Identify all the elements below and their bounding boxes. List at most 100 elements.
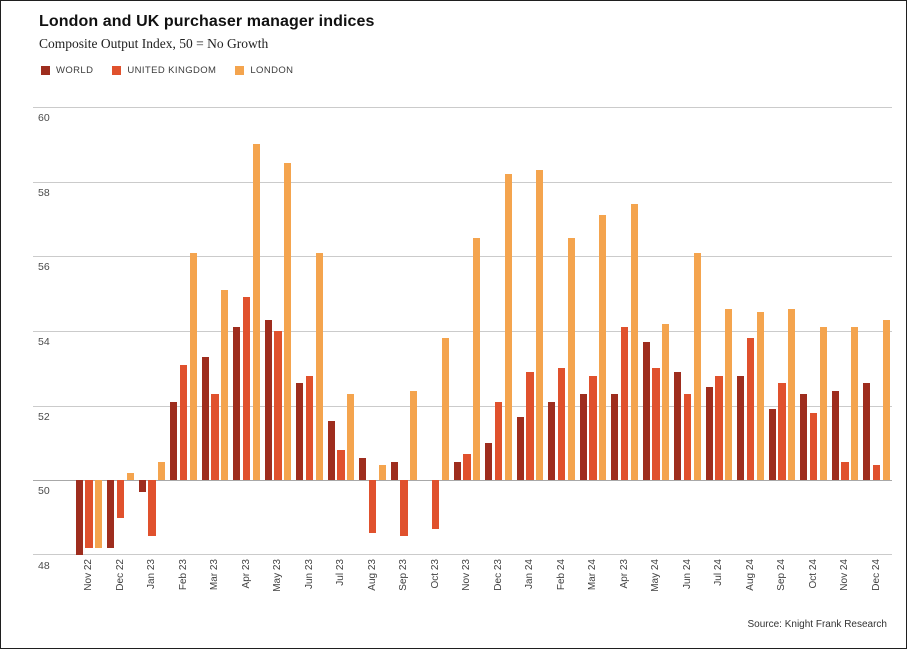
gridline-y50 (33, 480, 892, 482)
bar-united-kingdom-dec24 (872, 465, 881, 481)
bar-world-dec23 (485, 443, 493, 481)
bar-london-jan23 (158, 461, 166, 481)
x-axis-tick-label: Jun 23 (303, 559, 315, 590)
bar-world-dec24 (863, 383, 871, 481)
bar-united-kingdom-jan23 (148, 480, 156, 537)
bar-london-apr23 (630, 204, 638, 481)
legend-swatch-icon (112, 66, 122, 75)
bar-united-kingdom-oct23 (431, 480, 440, 529)
bar-world-jan23 (138, 480, 146, 492)
y-axis-tick-label: 58 (38, 186, 50, 199)
bar-united-kingdom-apr23 (242, 297, 251, 481)
bar-london-nov24 (851, 327, 859, 481)
bar-world-sep24 (768, 409, 776, 481)
bar-london-oct23 (441, 338, 449, 481)
bar-london-feb24 (567, 237, 575, 481)
x-axis-tick-label: Jan 23 (146, 559, 157, 590)
bar-united-kingdom-mar23 (211, 394, 219, 481)
legend-swatch-icon (41, 66, 50, 75)
source-note: Source: Knight Frank Research (747, 619, 887, 630)
bar-united-kingdom-may24 (652, 368, 660, 481)
x-axis-tick-label: Nov 24 (839, 559, 850, 591)
bar-world-feb24 (548, 401, 556, 481)
legend-label: UNITED KINGDOM (127, 65, 217, 76)
y-axis-tick-label: 50 (38, 485, 50, 498)
x-axis-tick-label: Apr 23 (618, 559, 630, 589)
x-axis-tick-label: Nov 23 (461, 559, 472, 591)
x-axis-tick-label: Feb 24 (555, 559, 567, 591)
bar-united-kingdom-nov23 (463, 454, 471, 481)
x-axis-tick-label: Jan 24 (524, 559, 535, 590)
bar-united-kingdom-jan24 (526, 372, 534, 481)
bar-united-kingdom-sep24 (778, 383, 786, 481)
bar-united-kingdom-feb24 (557, 368, 566, 481)
bar-london-oct24 (819, 327, 827, 481)
x-axis-tick-label: Mar 24 (587, 559, 598, 591)
bar-world-oct24 (800, 394, 808, 481)
bar-world-mar23 (201, 357, 209, 481)
x-axis-tick-label: Oct 24 (807, 559, 819, 589)
x-axis-tick-label: Dec 23 (492, 559, 504, 591)
y-axis-tick-label: 54 (38, 336, 50, 348)
bar-world-sep23 (390, 461, 398, 481)
bar-united-kingdom-sep23 (400, 480, 408, 537)
bar-united-kingdom-aug24 (746, 338, 755, 481)
bar-london-nov23 (473, 237, 481, 481)
bar-world-jun24 (674, 372, 682, 481)
x-axis-tick-label: Jun 24 (681, 559, 693, 590)
bar-london-sep24 (788, 308, 796, 481)
bar-world-feb23 (170, 401, 178, 481)
bar-united-kingdom-nov24 (841, 461, 849, 481)
bar-united-kingdom-oct24 (809, 413, 818, 481)
bar-london-jun23 (315, 252, 323, 481)
bar-united-kingdom-aug23 (368, 480, 377, 533)
y-axis-tick-label: 48 (38, 560, 50, 572)
bar-united-kingdom-jul24 (715, 375, 723, 481)
bar-london-may24 (662, 323, 670, 481)
gridline-y54 (33, 331, 892, 332)
x-axis-tick-label: Aug 24 (744, 559, 756, 591)
bar-london-jul24 (725, 308, 733, 481)
bar-london-dec23 (504, 174, 512, 481)
bar-london-apr23 (252, 144, 260, 481)
bar-world-nov22 (75, 480, 83, 555)
x-axis-tick-label: Sep 24 (776, 559, 787, 591)
legend-item-united-kingdom: UNITED KINGDOM (112, 65, 216, 76)
bar-united-kingdom-dec23 (494, 401, 503, 481)
bar-world-aug23 (359, 457, 367, 481)
x-axis-tick-label: Mar 23 (209, 559, 220, 591)
bar-world-jun23 (296, 383, 304, 481)
bar-london-may23 (284, 163, 292, 481)
x-axis-tick-label: Jul 24 (713, 559, 724, 586)
plot-area: 60 58 56 54 52 50 48 Nov 22 Dec 22 Jan 23 Feb 23 Ma… (33, 107, 892, 592)
page-title: London and UK purchaser manager indices (39, 13, 375, 30)
bar-london-mar23 (221, 289, 229, 481)
bar-world-aug24 (737, 375, 745, 481)
x-axis-tick-label: May 23 (272, 559, 283, 592)
bar-world-may24 (642, 342, 650, 481)
gridline-y60 (33, 107, 892, 108)
bar-london-dec22 (126, 472, 134, 481)
bar-world-apr23 (233, 327, 241, 481)
bar-united-kingdom-jul23 (337, 450, 345, 481)
bar-london-mar24 (599, 215, 607, 481)
y-axis-tick-label: 52 (38, 410, 50, 423)
y-axis-tick-label: 60 (38, 112, 50, 124)
bar-london-dec24 (882, 319, 890, 481)
x-axis-tick-label: Dec 22 (114, 559, 126, 591)
y-axis-tick-label: 56 (38, 261, 50, 274)
bar-united-kingdom-nov22 (85, 480, 93, 548)
bar-united-kingdom-jun24 (683, 394, 692, 481)
bar-world-may23 (264, 319, 272, 481)
x-axis-tick-label: Nov 22 (83, 559, 94, 591)
bar-united-kingdom-jun23 (305, 375, 314, 481)
bar-united-kingdom-mar24 (589, 375, 597, 481)
bar-london-aug24 (756, 312, 764, 481)
bar-world-apr23 (611, 394, 619, 481)
bar-world-jul24 (705, 387, 713, 481)
bar-united-kingdom-may23 (274, 331, 282, 481)
x-axis-tick-label: Aug 23 (366, 559, 378, 591)
bar-london-sep23 (410, 390, 418, 481)
x-axis-tick-label: Sep 23 (398, 559, 409, 591)
gridline-y52 (33, 405, 892, 407)
